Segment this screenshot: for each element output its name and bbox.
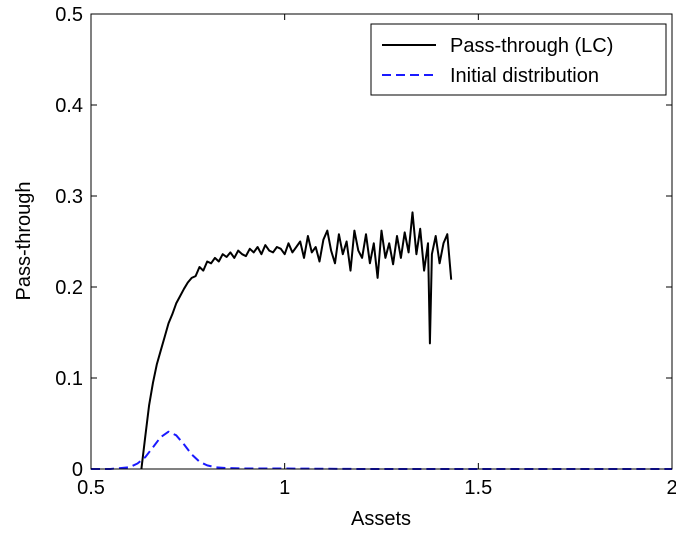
y-tick-label: 0.1 [55,368,83,390]
x-tick-label: 1.5 [464,477,492,499]
legend-box [370,23,667,96]
x-tick-label: 1 [279,477,290,499]
y-axis-label: Pass-through [13,182,35,301]
y-tick-label: 0 [72,459,83,481]
ticks-layer: 0.5 1 1.5 2 0 0.1 0.2 0.3 0.4 0.5 [55,4,676,499]
legend-label-initial-distribution: Initial distribution [450,65,599,87]
series-line-pass-through-lc [140,211,453,470]
plot-frame [90,13,673,470]
x-tick-label: 0.5 [77,477,105,499]
x-axis-label: Assets [351,508,411,530]
y-tick-label: 0.3 [55,186,83,208]
y-tick-label: 0.5 [55,4,83,26]
legend-label-pass-through: Pass-through (LC) [450,35,613,57]
y-tick-label: 0.4 [55,95,83,117]
y-tick-label: 0.2 [55,277,83,299]
legend: Pass-through (LC) Initial distribution [370,23,667,96]
x-tick-label: 2 [666,477,676,499]
